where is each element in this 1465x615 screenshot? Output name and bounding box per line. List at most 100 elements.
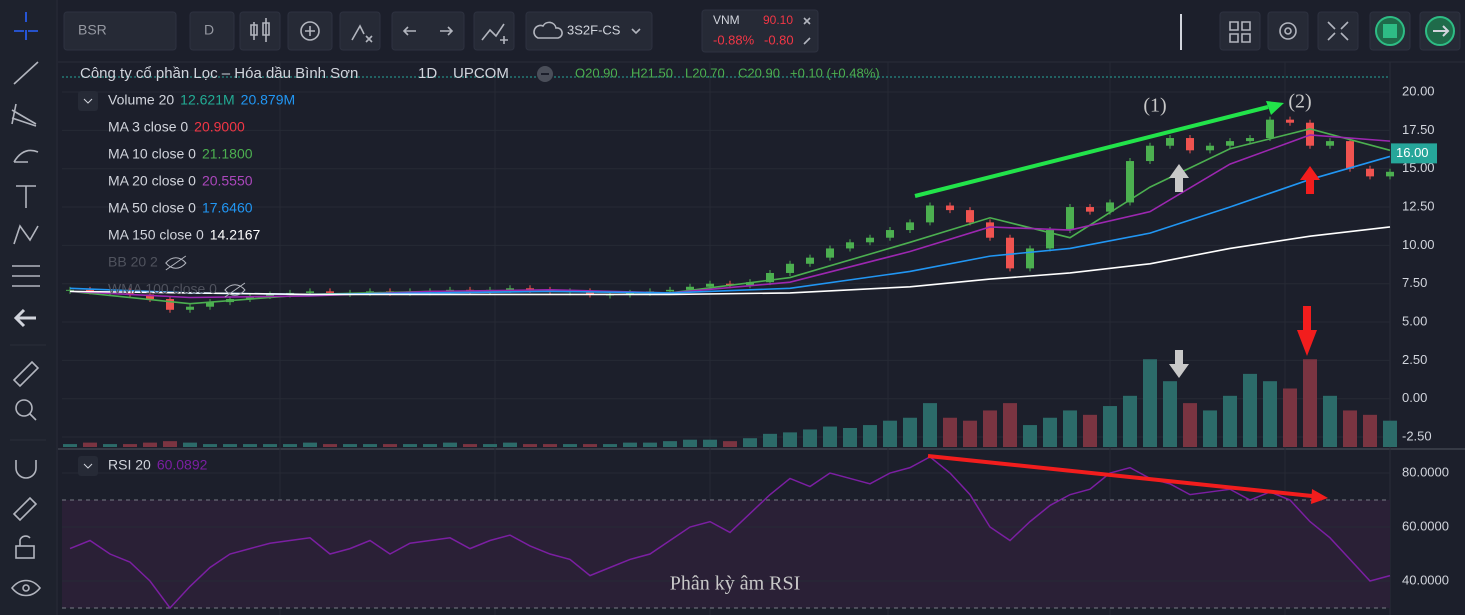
volume-bar [883,420,897,447]
crosshair-tool[interactable] [14,12,38,40]
study-name: BB 20 2 [108,254,158,270]
last-price-label: 16.00 [1396,145,1429,160]
volume-bar [1043,417,1057,447]
lock-drawing-tool[interactable] [12,496,38,522]
symbol-box[interactable] [63,11,177,51]
rsi-collapse-button[interactable] [78,456,98,476]
volume-bar [63,444,77,447]
y-tick-label: 80.0000 [1402,464,1449,479]
settings-button[interactable] [1267,11,1309,51]
last-price-tag [1391,143,1437,164]
candle [846,239,854,252]
legend: Công ty cổ phần Lọc – Hóa dầu Bình Sơn 1… [78,65,880,476]
volume-bar [283,444,297,447]
volume-bar [943,417,957,447]
magnet-tool[interactable] [15,460,37,479]
ruler-tool[interactable] [12,360,40,388]
volume-bar [803,429,817,447]
candle-body [886,230,894,238]
candle [1226,138,1234,149]
legend-low: L20.70 [685,65,725,80]
candle-body [1286,119,1294,123]
candle-body [946,205,954,211]
y-tick-label: 60.0000 [1402,518,1449,533]
hidden-icon[interactable] [165,255,187,271]
volume-bar [363,444,377,447]
volume-bar [243,444,257,447]
volume-bar [743,438,757,447]
study-name: Volume 20 [108,92,174,108]
candle-body [846,242,854,249]
rsi-band [62,500,1390,608]
brush-tool[interactable] [13,149,39,163]
volume-bar [963,420,977,447]
volume-bar [1063,410,1077,447]
lock-tool[interactable] [15,535,35,559]
volume-bar [583,444,597,447]
watch-symbol: VNM [713,13,740,27]
rsi-line [69,455,1391,610]
watch-box[interactable] [701,9,819,53]
y-tick-label: 40.0000 [1402,572,1449,587]
volume-bar [123,444,137,447]
fib-tool[interactable] [11,103,37,127]
study-reading: 20.879M [241,92,295,108]
candle [986,219,994,241]
symbol: BSR [78,22,107,38]
text-tool[interactable] [16,185,36,208]
replay-button[interactable] [473,11,515,51]
candle [1366,165,1374,180]
y-tick-label: 5.00 [1402,313,1427,328]
chart-type-button[interactable] [239,11,281,51]
volume-bar [523,444,537,447]
y-tick-label: 15.00 [1402,160,1435,175]
hidden-icon[interactable] [224,282,246,298]
study-reading: 21.1800 [202,146,253,162]
annotation-1: (1) [1143,95,1166,117]
candle [1126,158,1134,206]
y-tick-label: -2.50 [1402,428,1432,443]
volume-bar [1303,359,1317,447]
prediction-tool[interactable] [12,265,40,287]
candle-body [1166,138,1174,146]
line-tool[interactable] [13,61,39,85]
undo-redo[interactable] [391,11,465,51]
candle [1186,135,1194,154]
volume-bar [1003,403,1017,447]
study-name: MA 50 close 0 [108,200,196,216]
volume-bar [1103,406,1117,447]
volume-bar [763,433,777,447]
candle [1346,138,1354,172]
candle-body [1046,230,1054,249]
candle [946,202,954,214]
candle-body [506,288,514,290]
study-name: MA 20 close 0 [108,173,196,189]
y-tick-label: 12.50 [1402,198,1435,213]
pattern-tool[interactable] [13,224,39,245]
candle-body [1386,171,1394,177]
candle-body [146,294,154,300]
watch-price: 90.10 [763,13,793,27]
interval-box[interactable] [189,11,235,51]
visibility-tool[interactable] [10,579,42,597]
collapse-button[interactable] [78,91,98,111]
candle [1206,142,1214,154]
candle-body [586,291,594,295]
back-tool[interactable] [13,308,36,328]
volume-bar [643,442,657,447]
indicators-button[interactable] [339,11,381,51]
candle-body [526,288,534,290]
study-name: MA 10 close 0 [108,146,196,162]
candle [1326,138,1334,149]
layout-grid-button[interactable] [1219,11,1261,51]
candle-body [866,237,874,243]
candle-body [806,257,814,264]
study-name: MA 150 close 0 [108,227,204,243]
collapse-icon [83,98,93,104]
fullscreen-button[interactable] [1317,11,1359,51]
candle-body [826,248,834,258]
zoom-tool[interactable] [15,399,37,421]
candle-body [1206,145,1214,151]
layout-box[interactable] [525,11,653,51]
